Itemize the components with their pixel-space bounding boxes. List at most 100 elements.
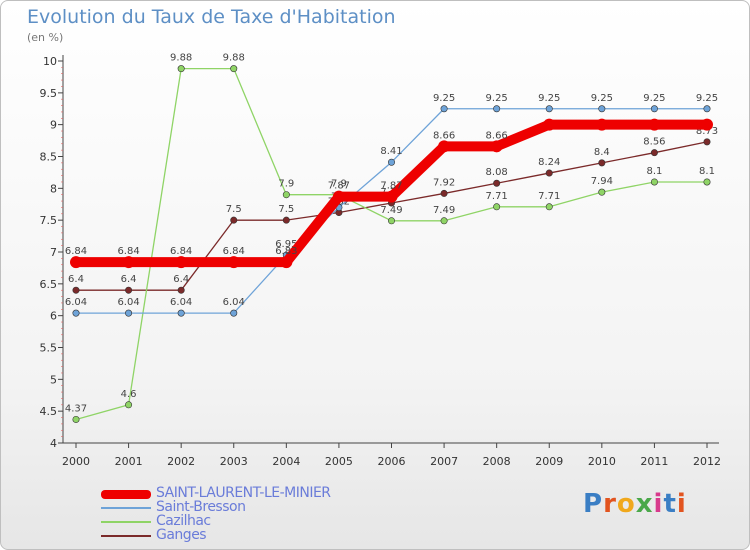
data-point — [230, 309, 238, 317]
data-label: 8.1 — [646, 166, 662, 177]
data-point — [703, 178, 711, 186]
data-point — [703, 105, 711, 113]
data-label: 6.4 — [173, 274, 189, 285]
data-point — [175, 256, 188, 269]
data-label: 9.25 — [696, 93, 718, 104]
data-label: 7.87 — [380, 181, 402, 192]
data-point — [280, 256, 293, 269]
x-tick-label: 2006 — [378, 455, 406, 468]
data-label: 8.66 — [433, 130, 455, 141]
data-label: 8.1 — [699, 166, 715, 177]
x-tick-label: 2001 — [115, 455, 143, 468]
logo-letter: o — [616, 489, 636, 519]
data-point — [125, 286, 133, 294]
data-label: 7.49 — [380, 205, 402, 216]
data-point — [282, 216, 290, 224]
data-point — [230, 65, 238, 73]
legend-swatch — [101, 507, 151, 509]
x-tick-label: 2003 — [220, 455, 248, 468]
data-point — [70, 256, 82, 269]
data-point — [440, 217, 448, 225]
data-point — [650, 149, 658, 157]
y-tick-label: 9 — [50, 119, 57, 132]
data-point — [440, 105, 448, 113]
data-point — [385, 190, 398, 203]
data-label: 9.25 — [433, 93, 455, 104]
data-point — [177, 309, 185, 317]
data-label: 8.4 — [594, 147, 610, 158]
data-label: 7.5 — [278, 204, 294, 215]
legend-item: Cazilhac — [101, 513, 401, 529]
legend-label: Cazilhac — [156, 513, 211, 529]
data-label: 9.25 — [643, 93, 665, 104]
legend-swatch — [101, 490, 151, 499]
data-label: 6.4 — [121, 274, 137, 285]
legend-swatch — [101, 521, 151, 523]
y-tick-label: 6.5 — [40, 278, 58, 291]
data-point — [598, 188, 606, 196]
data-point — [125, 309, 133, 317]
data-label: 6.04 — [170, 297, 192, 308]
y-tick-label: 8 — [50, 182, 57, 195]
chart-subtitle: (en %) — [27, 31, 64, 44]
data-point — [72, 415, 80, 423]
data-label: 6.84 — [170, 246, 192, 257]
data-label: 9.88 — [170, 53, 192, 64]
data-label: 9.25 — [538, 93, 560, 104]
data-label: 8.41 — [380, 146, 402, 157]
logo-letter: t — [663, 489, 677, 519]
x-tick-label: 2005 — [325, 455, 353, 468]
data-point — [545, 203, 553, 211]
y-tick-label: 10 — [43, 55, 57, 68]
data-label: 7.94 — [591, 176, 613, 187]
data-point — [598, 159, 606, 167]
data-label: 4.37 — [65, 403, 87, 414]
y-tick-label: 9.5 — [40, 87, 58, 100]
data-point — [177, 286, 185, 294]
data-label: 7.9 — [278, 179, 294, 190]
data-point — [122, 256, 135, 269]
y-tick-label: 7.5 — [40, 214, 58, 227]
data-label: 6.84 — [117, 246, 139, 257]
data-label: 6.83 — [275, 246, 297, 257]
data-point — [125, 401, 133, 409]
y-tick-label: 5 — [50, 373, 57, 386]
logo-letter: i — [676, 489, 687, 519]
data-label: 7.92 — [433, 177, 455, 188]
chart-legend: SAINT-LAURENT-LE-MINIER Saint-Bresson Ca… — [101, 485, 401, 543]
logo-letter: r — [603, 489, 617, 519]
data-point — [332, 190, 345, 203]
y-tick-label: 8.5 — [40, 151, 58, 164]
proxiti-logo: Proxiti — [583, 489, 687, 519]
legend-label: Ganges — [156, 527, 207, 543]
data-point — [440, 189, 448, 197]
x-tick-label: 2007 — [430, 455, 458, 468]
data-label: 8.73 — [696, 126, 718, 137]
data-label: 7.71 — [486, 191, 508, 202]
data-point — [650, 105, 658, 113]
data-label: 8.24 — [538, 157, 560, 168]
data-point — [72, 309, 80, 317]
x-tick-label: 2008 — [483, 455, 511, 468]
data-point — [230, 216, 238, 224]
data-point — [282, 191, 290, 199]
chart-title: Evolution du Taux de Taxe d'Habitation — [27, 6, 396, 28]
data-point — [701, 118, 713, 131]
data-point — [72, 286, 80, 294]
data-label: 7.87 — [328, 181, 350, 192]
logo-letter: P — [583, 489, 604, 519]
data-point — [545, 105, 553, 113]
data-label: 4.6 — [121, 389, 137, 400]
legend-swatch — [101, 535, 151, 537]
legend-item: SAINT-LAURENT-LE-MINIER — [101, 485, 401, 501]
data-point — [648, 118, 661, 131]
data-label: 6.04 — [223, 297, 245, 308]
data-label: 8.66 — [486, 130, 508, 141]
x-tick-label: 2002 — [167, 455, 195, 468]
x-tick-label: 2010 — [588, 455, 616, 468]
data-point — [650, 178, 658, 186]
data-point — [177, 65, 185, 73]
x-tick-label: 2000 — [62, 455, 90, 468]
y-tick-label: 7 — [50, 246, 57, 259]
